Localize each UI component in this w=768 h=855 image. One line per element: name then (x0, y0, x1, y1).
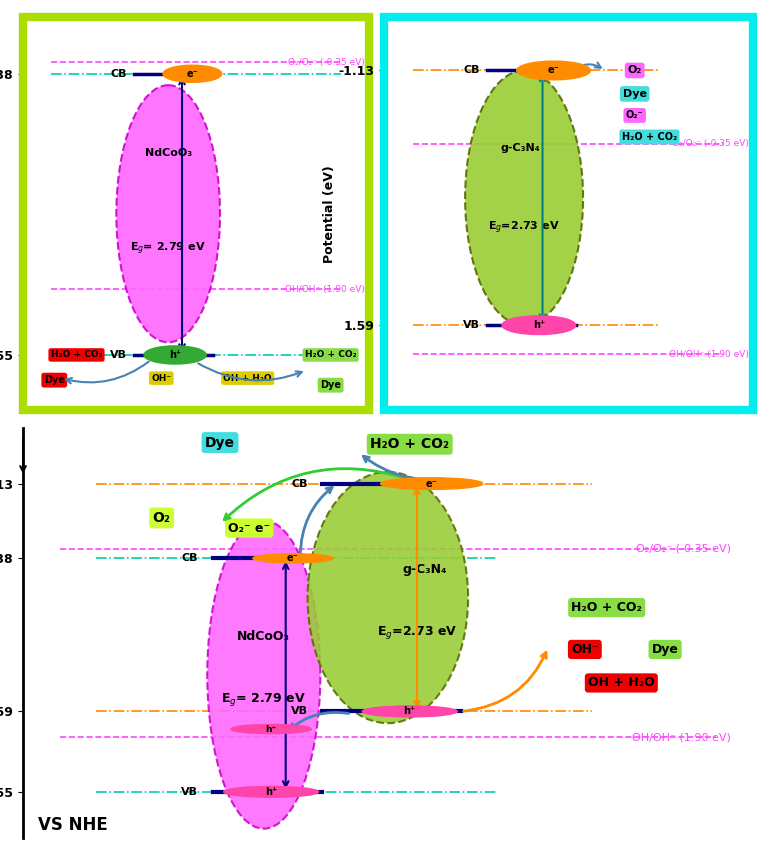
Text: O₂/O₂⁻ (-0.35 eV): O₂/O₂⁻ (-0.35 eV) (288, 58, 365, 67)
Text: O₂/O₂⁻ (-0.35 eV): O₂/O₂⁻ (-0.35 eV) (636, 544, 730, 554)
Text: h⁺: h⁺ (266, 724, 276, 734)
Text: VB: VB (290, 706, 308, 716)
Circle shape (163, 65, 222, 82)
Text: e⁻: e⁻ (425, 479, 438, 488)
Circle shape (223, 787, 319, 797)
Text: e⁻: e⁻ (548, 66, 559, 75)
Text: OH/OH⁻ (1.90 eV): OH/OH⁻ (1.90 eV) (285, 285, 365, 294)
Text: O₂: O₂ (627, 66, 642, 75)
Text: O₂⁻: O₂⁻ (626, 110, 644, 121)
Text: VB: VB (463, 320, 480, 330)
Bar (384, 17, 753, 410)
Ellipse shape (308, 472, 468, 723)
Text: NdCoO₃: NdCoO₃ (144, 148, 192, 158)
Text: Dye: Dye (652, 643, 678, 656)
Text: VB: VB (181, 787, 198, 797)
Text: CB: CB (291, 479, 308, 488)
Text: VS NHE: VS NHE (38, 816, 108, 834)
Text: OH + H₂O: OH + H₂O (588, 676, 654, 689)
Text: h⁺: h⁺ (265, 787, 277, 797)
Text: g-C₃N₄: g-C₃N₄ (501, 143, 540, 153)
Text: E$_g$=2.73 eV: E$_g$=2.73 eV (488, 220, 560, 236)
Text: Dye: Dye (320, 380, 341, 390)
Text: E$_g$= 2.79 eV: E$_g$= 2.79 eV (221, 691, 306, 708)
Text: OH/OH⁻ (1.90 eV): OH/OH⁻ (1.90 eV) (632, 733, 730, 742)
Text: OH + H₂O: OH + H₂O (223, 374, 272, 383)
Text: Dye: Dye (44, 375, 65, 385)
Circle shape (517, 61, 591, 80)
Text: CB: CB (111, 68, 127, 79)
Text: H₂O + CO₂: H₂O + CO₂ (571, 601, 642, 614)
Circle shape (381, 478, 483, 489)
Circle shape (144, 346, 206, 364)
Text: h⁺: h⁺ (404, 706, 415, 716)
Text: g-C₃N₄: g-C₃N₄ (402, 563, 446, 576)
Y-axis label: Potential (eV): Potential (eV) (323, 165, 336, 262)
Circle shape (253, 554, 333, 563)
Text: OH⁻: OH⁻ (151, 374, 171, 383)
Text: H₂O + CO₂: H₂O + CO₂ (370, 437, 449, 451)
Text: O₂: O₂ (153, 511, 170, 525)
Circle shape (502, 315, 576, 334)
Text: E$_g$= 2.79 eV: E$_g$= 2.79 eV (131, 241, 206, 257)
Circle shape (362, 706, 457, 716)
Text: CB: CB (463, 66, 480, 75)
Text: O₂/O₂⁻ (-0.35 eV): O₂/O₂⁻ (-0.35 eV) (672, 139, 749, 148)
Text: O₂⁻ e⁻: O₂⁻ e⁻ (228, 522, 270, 534)
Text: NdCoO₃: NdCoO₃ (237, 630, 290, 644)
Ellipse shape (465, 70, 583, 325)
Text: h⁺: h⁺ (533, 320, 545, 330)
Text: h⁺: h⁺ (169, 350, 181, 360)
Text: Dye: Dye (205, 435, 235, 450)
Text: CB: CB (182, 553, 198, 563)
Text: e⁻: e⁻ (287, 553, 299, 563)
Text: H₂O + CO₂: H₂O + CO₂ (51, 351, 102, 359)
Text: Dye: Dye (623, 89, 647, 99)
Text: OH⁻: OH⁻ (571, 643, 598, 656)
Circle shape (231, 724, 311, 734)
Bar (23, 17, 369, 410)
Text: e⁻: e⁻ (187, 68, 198, 79)
Text: VB: VB (110, 350, 127, 360)
Ellipse shape (207, 521, 320, 828)
Text: H₂O + CO₂: H₂O + CO₂ (305, 351, 356, 359)
Text: OH/OH⁻ (1.90 eV): OH/OH⁻ (1.90 eV) (669, 350, 749, 359)
Ellipse shape (116, 86, 220, 342)
Text: H₂O + CO₂: H₂O + CO₂ (622, 132, 677, 142)
Text: E$_g$=2.73 eV: E$_g$=2.73 eV (377, 624, 457, 641)
